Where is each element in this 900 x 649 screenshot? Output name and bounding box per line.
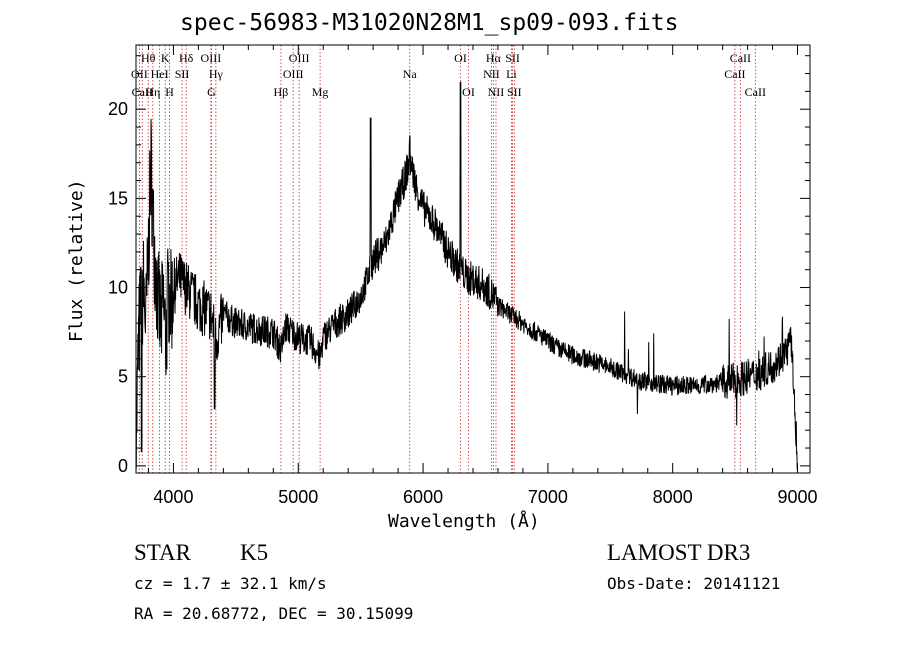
x-axis-label: Wavelength (Å) bbox=[388, 511, 540, 532]
line-label: Li bbox=[506, 67, 517, 81]
y-axis-ticks: 0 5 10 15 20 bbox=[108, 55, 810, 476]
line-label: SII bbox=[505, 51, 520, 65]
y-axis-label: Flux (relative) bbox=[66, 179, 87, 342]
y-tick-label: 15 bbox=[108, 188, 128, 208]
line-label: SII bbox=[507, 85, 522, 99]
x-tick-label: 5000 bbox=[278, 487, 318, 507]
spectral-subclass: K5 bbox=[240, 540, 269, 565]
line-label: OIII bbox=[289, 51, 310, 65]
line-label: Hθ bbox=[141, 51, 156, 65]
line-label: SII bbox=[175, 67, 190, 81]
line-label: Mg bbox=[312, 85, 329, 99]
line-label: CaII bbox=[132, 85, 153, 99]
x-tick-label: 6000 bbox=[403, 487, 443, 507]
line-label: Na bbox=[403, 67, 418, 81]
line-label: OII bbox=[131, 67, 148, 81]
y-tick-label: 10 bbox=[108, 278, 128, 298]
line-label: OI bbox=[454, 51, 467, 65]
line-label: OIII bbox=[283, 67, 304, 81]
x-axis-ticks: 4000 5000 6000 7000 8000 9000 bbox=[147, 45, 818, 507]
x-tick-label: 7000 bbox=[528, 487, 568, 507]
line-label: CaII bbox=[724, 67, 745, 81]
line-label: Hβ bbox=[274, 85, 289, 99]
y-tick-label: 5 bbox=[118, 367, 128, 387]
line-label: H bbox=[165, 85, 174, 99]
object-class: STAR bbox=[134, 540, 191, 565]
line-label: Hγ bbox=[209, 67, 224, 81]
coordinates-text: RA = 20.68772, DEC = 30.15099 bbox=[134, 604, 414, 623]
line-label: G bbox=[207, 85, 216, 99]
line-label: CaII bbox=[730, 51, 751, 65]
line-label: OIII bbox=[201, 51, 222, 65]
spectrum-line bbox=[135, 81, 798, 470]
line-label: OI bbox=[462, 85, 475, 99]
y-tick-label: 0 bbox=[118, 456, 128, 476]
line-label: Hδ bbox=[179, 51, 194, 65]
redshift-text: cz = 1.7 ± 32.1 km/s bbox=[134, 574, 327, 593]
x-tick-label: 8000 bbox=[653, 487, 693, 507]
spectrum-series bbox=[135, 81, 798, 470]
line-label: Hα bbox=[486, 51, 502, 65]
line-label: HeI bbox=[151, 67, 169, 81]
y-tick-label: 20 bbox=[108, 99, 128, 119]
obs-date: Obs-Date: 20141121 bbox=[607, 574, 781, 593]
survey-name: LAMOST DR3 bbox=[607, 540, 751, 565]
plot-frame bbox=[135, 44, 811, 474]
line-label: CaII bbox=[745, 85, 766, 99]
chart-title: spec-56983-M31020N28M1_sp09-093.fits bbox=[180, 10, 679, 36]
x-tick-label: 9000 bbox=[777, 487, 817, 507]
line-label: Hη bbox=[145, 85, 160, 99]
line-label: NII bbox=[488, 85, 505, 99]
line-label: K bbox=[161, 51, 170, 65]
line-label: NII bbox=[483, 67, 500, 81]
x-tick-label: 4000 bbox=[153, 487, 193, 507]
